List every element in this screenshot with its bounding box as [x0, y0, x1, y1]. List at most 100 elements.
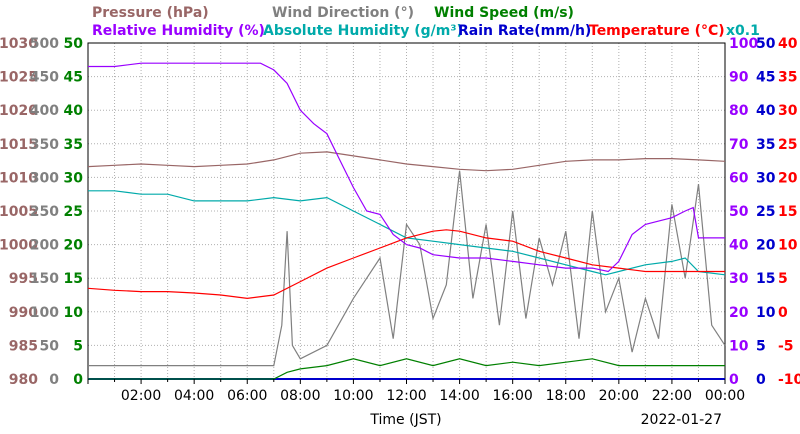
y-tick-label-relative_humidity: 100	[729, 36, 758, 52]
y-tick-label-pressure: 1000	[0, 238, 38, 254]
y-tick-label-temperature: 20	[778, 170, 798, 186]
y-tick-label-relative_humidity: 60	[729, 170, 749, 186]
x-tick-label: 20:00	[599, 388, 639, 404]
y-tick-label-pressure: 1020	[0, 103, 38, 119]
y-tick-label-rain_rate: 15	[756, 271, 775, 287]
y-tick-label-rain_rate: 35	[756, 137, 775, 153]
series-line	[88, 190, 726, 276]
y-tick-label-relative_humidity: 30	[729, 271, 749, 287]
y-tick-label-temperature: 10	[778, 238, 798, 254]
y-tick-label-wind_direction: 200	[30, 238, 59, 254]
y-tick-label-rain_rate: 50	[756, 36, 776, 52]
y-tick-label-pressure: 980	[9, 372, 38, 388]
legend-entry: Wind Speed (m/s)	[434, 5, 574, 21]
y-tick-label-wind_speed: 15	[64, 271, 83, 287]
y-tick-label-pressure: 1025	[0, 70, 38, 86]
y-tick-label-wind_direction: 350	[30, 137, 59, 153]
y-tick-label-wind_speed: 35	[64, 137, 83, 153]
y-tick-label-relative_humidity: 50	[729, 204, 749, 220]
y-tick-label-temperature: 40	[778, 36, 798, 52]
y-tick-label-relative_humidity: 90	[729, 70, 749, 86]
x-tick-label: 16:00	[492, 388, 532, 404]
x-tick-label: 14:00	[439, 388, 479, 404]
y-tick-label-wind_speed: 45	[64, 70, 83, 86]
y-tick-label-relative_humidity: 80	[729, 103, 749, 119]
y-tick-label-wind_direction: 50	[40, 338, 60, 354]
right-axes: 1009080706050403020100504540353025201510…	[729, 36, 800, 388]
series-line	[87, 229, 725, 300]
series-line	[88, 170, 726, 367]
y-tick-label-temperature: 30	[778, 103, 798, 119]
y-tick-label-wind_direction: 0	[49, 372, 59, 388]
legend-entry: Temperature (°C)	[589, 23, 725, 39]
y-tick-label-wind_direction: 400	[30, 103, 59, 119]
y-tick-label-pressure: 1015	[0, 137, 38, 153]
legend-entry: Rain Rate(mm/h)	[458, 23, 591, 39]
y-tick-label-rain_rate: 45	[756, 70, 775, 86]
series-line	[88, 358, 725, 380]
y-tick-label-wind_speed: 0	[73, 372, 83, 388]
y-tick-label-relative_humidity: 40	[729, 238, 749, 254]
date-label: 2022-01-27	[641, 412, 722, 428]
y-tick-label-pressure: 995	[9, 271, 38, 287]
y-tick-label-relative_humidity: 10	[729, 338, 749, 354]
x-tick-label: 02:00	[121, 388, 161, 404]
y-tick-label-pressure: 1010	[0, 170, 38, 186]
x-axis: 02:00 04:00 06:00 08:00 10:00 12:00 14:00 16:00…	[87, 379, 745, 404]
y-tick-label-rain_rate: 10	[756, 305, 776, 321]
x-tick-label: 06:00	[227, 388, 267, 404]
y-tick-label-wind_direction: 100	[30, 305, 59, 321]
y-tick-label-rain_rate: 40	[756, 103, 776, 119]
y-tick-label-rain_rate: 5	[756, 338, 766, 354]
y-tick-label-pressure: 990	[9, 305, 38, 321]
y-tick-label-temperature: -10	[778, 372, 800, 388]
y-tick-label-wind_speed: 30	[64, 170, 84, 186]
y-tick-label-wind_direction: 150	[30, 271, 59, 287]
y-tick-label-wind_speed: 10	[64, 305, 84, 321]
y-tick-label-relative_humidity: 0	[729, 372, 739, 388]
x-tick-label: 08:00	[280, 388, 320, 404]
y-tick-label-wind_direction: 300	[30, 170, 59, 186]
x-tick-label: 04:00	[174, 388, 214, 404]
y-tick-label-wind_speed: 20	[64, 238, 84, 254]
y-tick-label-wind_speed: 50	[64, 36, 84, 52]
y-tick-label-relative_humidity: 20	[729, 305, 749, 321]
y-tick-label-temperature: 15	[778, 204, 797, 220]
y-tick-label-rain_rate: 30	[756, 170, 776, 186]
y-tick-label-pressure: 1030	[0, 36, 38, 52]
left-axes: 1030102510201015101010051000995990985980…	[0, 36, 83, 388]
y-tick-label-wind_speed: 25	[64, 204, 83, 220]
legend-entry: Wind Direction (°)	[272, 5, 414, 21]
x-tick-label: 12:00	[386, 388, 426, 404]
y-tick-label-temperature: 0	[778, 305, 788, 321]
y-tick-label-relative_humidity: 70	[729, 137, 749, 153]
legend-entry: Absolute Humidity (g/m³)	[263, 23, 463, 39]
y-tick-label-pressure: 1005	[0, 204, 38, 220]
y-tick-label-wind_direction: 250	[30, 204, 59, 220]
abs-humidity-scale-note: x0.1	[726, 23, 760, 39]
y-tick-label-wind_speed: 40	[64, 103, 84, 119]
y-tick-label-temperature: -5	[778, 338, 794, 354]
series-line	[88, 62, 725, 273]
x-tick-label: 18:00	[546, 388, 586, 404]
x-tick-label: 22:00	[652, 388, 692, 404]
y-tick-label-rain_rate: 20	[756, 238, 776, 254]
y-tick-label-wind_speed: 5	[73, 338, 83, 354]
y-tick-label-wind_direction: 500	[30, 36, 59, 52]
y-tick-label-temperature: 25	[778, 137, 797, 153]
y-tick-label-wind_direction: 450	[30, 70, 59, 86]
grid	[88, 43, 725, 379]
legend-entry: Pressure (hPa)	[92, 5, 209, 21]
x-tick-label: 00:00	[705, 388, 745, 404]
series-line	[87, 151, 726, 172]
y-tick-label-temperature: 35	[778, 70, 797, 86]
y-tick-label-rain_rate: 0	[756, 372, 766, 388]
y-tick-label-pressure: 985	[9, 338, 38, 354]
x-tick-label: 10:00	[333, 388, 373, 404]
y-tick-label-rain_rate: 25	[756, 204, 775, 220]
legend-entry: Relative Humidity (%)	[92, 23, 265, 39]
y-tick-label-temperature: 5	[778, 271, 788, 287]
x-axis-label: Time (JST)	[369, 412, 441, 428]
legend: Pressure (hPa) Wind Direction (°) Wind Spe…	[92, 5, 760, 39]
